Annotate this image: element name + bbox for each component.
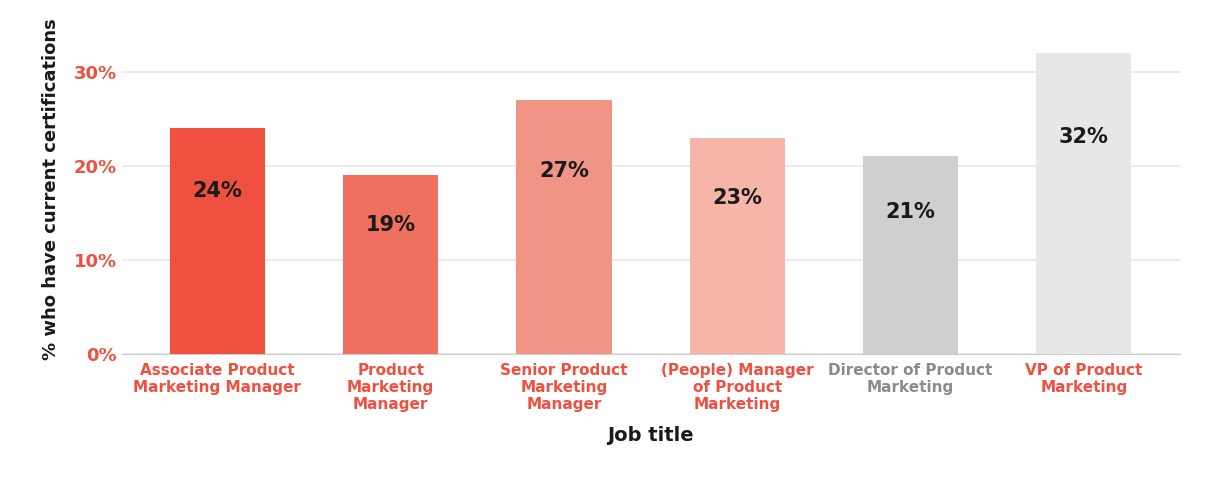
Text: 21%: 21%	[885, 202, 935, 222]
Bar	[863, 156, 958, 354]
Text: 24%: 24%	[192, 182, 242, 202]
Bar	[343, 175, 438, 354]
X-axis label: Job title: Job title	[607, 426, 694, 445]
Bar	[170, 128, 265, 354]
Text: 32%: 32%	[1059, 127, 1109, 147]
Text: 19%: 19%	[366, 215, 416, 235]
Bar	[517, 100, 612, 354]
Y-axis label: % who have current certifications: % who have current certifications	[41, 19, 60, 360]
Text: 27%: 27%	[539, 161, 589, 181]
Text: 23%: 23%	[713, 188, 762, 208]
Bar	[689, 138, 784, 354]
Bar	[1036, 53, 1131, 354]
